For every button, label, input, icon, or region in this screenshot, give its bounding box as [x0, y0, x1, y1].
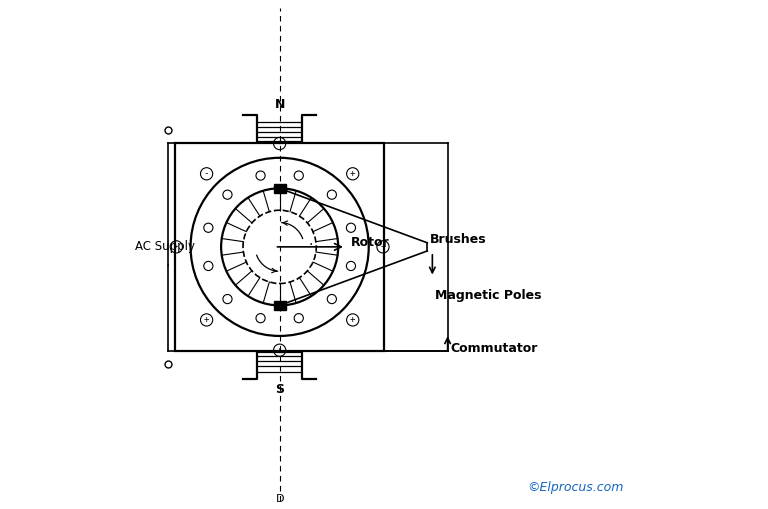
Text: +: +: [380, 242, 386, 251]
Text: Magnetic Poles: Magnetic Poles: [435, 289, 541, 302]
Text: -: -: [174, 242, 179, 251]
Text: .: .: [165, 255, 170, 269]
Text: ©Elprocus.com: ©Elprocus.com: [527, 480, 623, 494]
Text: +: +: [350, 169, 356, 178]
Text: +: +: [277, 346, 283, 355]
Text: S: S: [275, 383, 284, 396]
Text: AC Supply: AC Supply: [134, 240, 194, 253]
Bar: [175, 143, 384, 351]
Text: D: D: [276, 494, 284, 504]
Text: -: -: [204, 169, 209, 178]
Bar: [273, 184, 286, 193]
Text: N: N: [274, 98, 285, 111]
Text: Brushes: Brushes: [430, 233, 486, 246]
Text: -: -: [277, 139, 283, 148]
Text: +: +: [204, 316, 209, 324]
Text: Commutator: Commutator: [450, 342, 538, 355]
Text: Rotor: Rotor: [351, 236, 389, 249]
Text: +: +: [350, 316, 356, 324]
Bar: [273, 301, 286, 310]
Text: .: .: [308, 234, 313, 248]
